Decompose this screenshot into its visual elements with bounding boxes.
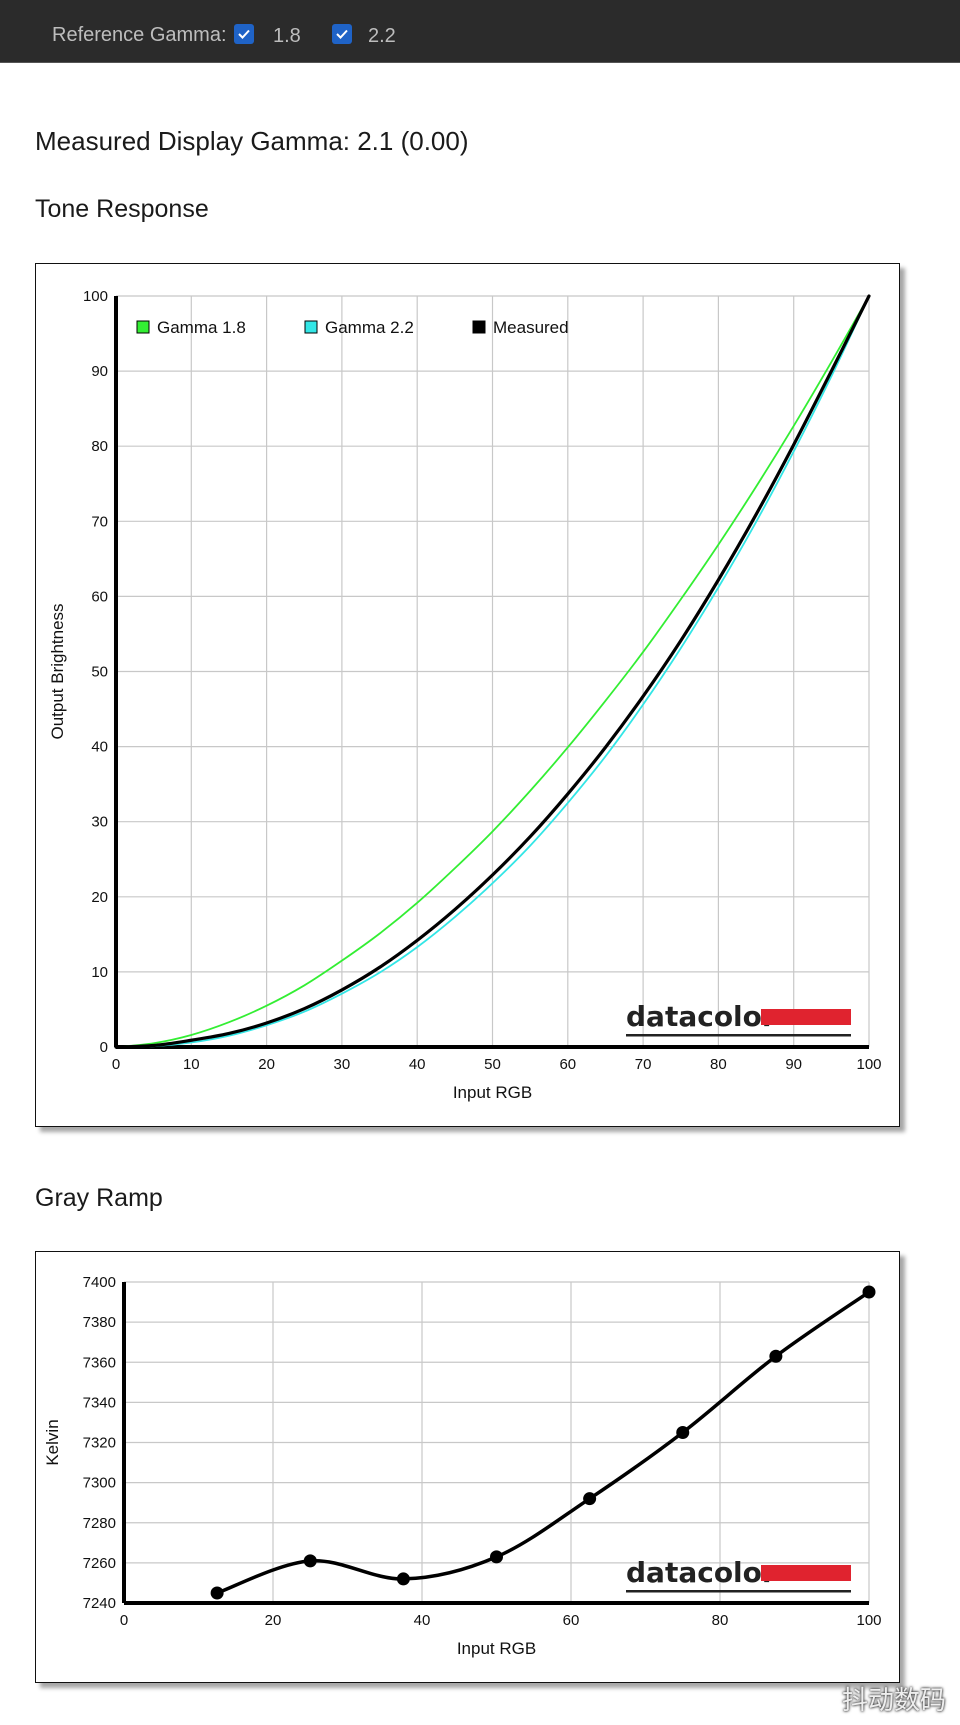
y-tick-label: 20 — [91, 889, 108, 906]
gamma-2-2-label: 2.2 — [368, 25, 396, 47]
tone-response-title: Tone Response — [35, 195, 209, 223]
y-tick-label: 10 — [91, 964, 108, 981]
y-tick-label: 7260 — [83, 1555, 116, 1572]
y-tick-label: 7400 — [83, 1274, 116, 1291]
y-tick-label: 7340 — [83, 1394, 116, 1411]
y-tick-label: 7240 — [83, 1595, 116, 1612]
measured-gamma-text: Measured Display Gamma: 2.1 (0.00) — [35, 126, 469, 156]
y-tick-label: 7300 — [83, 1475, 116, 1492]
legend-label: Measured — [493, 318, 569, 337]
y-tick-label: 50 — [91, 664, 108, 681]
checkmark-icon — [336, 29, 348, 39]
watermark-text: 抖动数码 — [841, 1686, 946, 1716]
series-line-measured — [114, 294, 871, 1049]
y-tick-label: 30 — [91, 814, 108, 831]
data-point — [676, 1425, 690, 1439]
x-tick-label: 60 — [559, 1056, 576, 1073]
data-point — [583, 1492, 597, 1506]
gamma-2-2-checkbox[interactable] — [332, 24, 352, 44]
y-tick-label: 60 — [91, 588, 108, 605]
legend-label: Gamma 1.8 — [157, 318, 246, 337]
data-point — [303, 1554, 317, 1568]
datacolor-logo: datacolor — [626, 1556, 776, 1589]
gray-ramp-title: Gray Ramp — [35, 1184, 163, 1212]
x-tick-label: 30 — [334, 1056, 351, 1073]
legend-swatch — [472, 320, 486, 334]
x-tick-label: 60 — [563, 1612, 580, 1629]
legend-label: Gamma 2.2 — [325, 318, 414, 337]
y-axis-label: Output Brightness — [48, 603, 67, 739]
datacolor-logo-bar — [761, 1565, 851, 1581]
x-tick-label: 70 — [635, 1056, 652, 1073]
x-tick-label: 20 — [258, 1056, 275, 1073]
y-tick-label: 0 — [100, 1039, 108, 1056]
x-tick-label: 90 — [785, 1056, 802, 1073]
x-tick-label: 10 — [183, 1056, 200, 1073]
data-point — [862, 1285, 876, 1299]
reference-gamma-label: Reference Gamma: — [52, 24, 227, 46]
datacolor-logo-bar — [761, 1009, 851, 1025]
y-tick-label: 80 — [91, 438, 108, 455]
legend-swatch — [304, 320, 318, 334]
x-axis-label: Input RGB — [457, 1639, 536, 1658]
y-tick-label: 100 — [83, 288, 108, 305]
y-tick-label: 7280 — [83, 1515, 116, 1532]
datacolor-logo-underline — [626, 1590, 851, 1593]
x-axis-label: Input RGB — [453, 1083, 532, 1102]
y-tick-label: 7380 — [83, 1314, 116, 1331]
series-line-kelvin — [215, 1290, 871, 1595]
y-axis-label: Kelvin — [43, 1419, 62, 1465]
series-line-gamma-1-8 — [115, 295, 870, 1048]
data-point — [210, 1586, 224, 1600]
x-tick-label: 100 — [856, 1056, 881, 1073]
gamma-1-8-label: 1.8 — [273, 25, 301, 47]
reference-gamma-toolbar: Reference Gamma: 1.8 2.2 — [0, 0, 960, 63]
gray-ramp-chart: 0 20 40 60 80 100 7240 7260 7280 7300 7320 7340 7360… — [43, 1274, 882, 1658]
y-tick-label: 70 — [91, 513, 108, 530]
x-tick-label: 80 — [712, 1612, 729, 1629]
data-point — [396, 1572, 410, 1586]
checkmark-icon — [238, 29, 250, 39]
tone-response-chart: 0 10 20 30 40 50 60 70 80 90 100 0 10 20 30 40 50 60 70 80 9… — [48, 288, 882, 1102]
x-tick-label: 0 — [120, 1612, 128, 1629]
gamma-1-8-checkbox[interactable] — [234, 24, 254, 44]
x-tick-label: 100 — [856, 1612, 881, 1629]
legend-swatch — [136, 320, 150, 334]
data-point — [490, 1550, 503, 1564]
gray-ramp-chart-panel: 0 20 40 60 80 100 7240 7260 7280 7300 7320 7340 7360… — [35, 1251, 900, 1683]
y-tick-label: 7320 — [83, 1435, 116, 1452]
series-line-gamma-2-2 — [115, 295, 870, 1048]
y-tick-label: 7360 — [83, 1354, 116, 1371]
x-tick-label: 0 — [112, 1056, 120, 1073]
data-point — [769, 1349, 783, 1363]
tone-response-chart-panel: 0 10 20 30 40 50 60 70 80 90 100 0 10 20 30 40 50 60 70 80 9… — [35, 263, 900, 1127]
y-tick-label: 40 — [91, 739, 108, 756]
x-tick-label: 40 — [409, 1056, 426, 1073]
x-tick-label: 50 — [484, 1056, 501, 1073]
y-tick-label: 90 — [91, 363, 108, 380]
datacolor-logo-underline — [626, 1034, 851, 1037]
x-tick-label: 80 — [710, 1056, 727, 1073]
datacolor-logo: datacolor — [626, 1000, 776, 1033]
x-tick-label: 20 — [265, 1612, 282, 1629]
x-tick-label: 40 — [414, 1612, 431, 1629]
